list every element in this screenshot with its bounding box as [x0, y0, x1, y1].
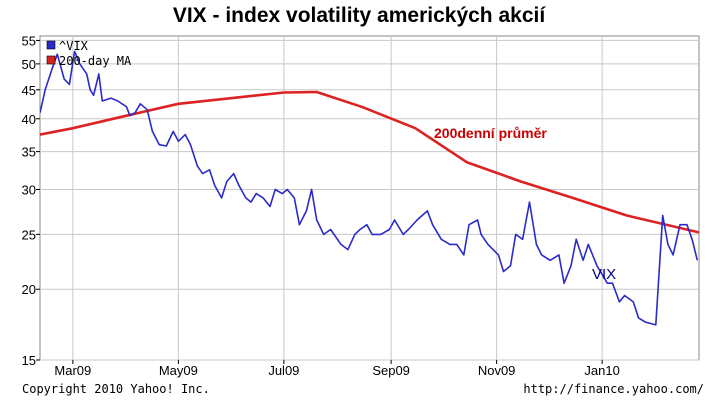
- y-tick-label: 15: [22, 353, 36, 368]
- copyright-text: Copyright 2010 Yahoo! Inc.: [22, 382, 210, 396]
- y-tick-label: 30: [22, 183, 36, 198]
- y-tick-label: 55: [22, 33, 36, 48]
- y-tick-label: 40: [22, 112, 36, 127]
- vix-annotation: VIX: [592, 266, 616, 283]
- x-tick-label: Sep09: [372, 363, 410, 378]
- ma-annotation: 200denní průměr: [434, 125, 547, 141]
- legend-label: ^VIX: [59, 39, 89, 53]
- x-tick-label: Mar09: [54, 363, 91, 378]
- legend-swatch: [46, 40, 56, 50]
- x-tick-label: Nov09: [478, 363, 516, 378]
- x-tick-label: Jul09: [268, 363, 299, 378]
- y-tick-label: 25: [22, 227, 36, 242]
- y-tick-label: 45: [22, 83, 36, 98]
- y-tick-label: 35: [22, 145, 36, 160]
- plot-area: [39, 35, 700, 361]
- ma-200-line: [40, 90, 699, 234]
- x-tick-label: Jan10: [584, 363, 619, 378]
- y-tick-label: 20: [22, 282, 36, 297]
- source-link[interactable]: http://finance.yahoo.com/: [523, 382, 704, 396]
- annotations: 200denní průměr VIX: [434, 125, 616, 283]
- y-axis: 15 20 25 30 35 40 45 50 55: [22, 33, 40, 368]
- vix-line: [40, 50, 699, 326]
- chart-title: VIX - index volatility amerických akcií: [172, 4, 546, 27]
- grid: [40, 36, 699, 361]
- x-axis: Mar09 May09 Jul09 Sep09 Nov09 Jan10: [54, 360, 620, 378]
- series-lines: [40, 50, 699, 326]
- x-tick-label: May09: [159, 363, 198, 378]
- legend-swatch: [46, 55, 56, 65]
- y-tick-label: 50: [22, 57, 36, 72]
- legend-label: 200-day MA: [59, 54, 132, 68]
